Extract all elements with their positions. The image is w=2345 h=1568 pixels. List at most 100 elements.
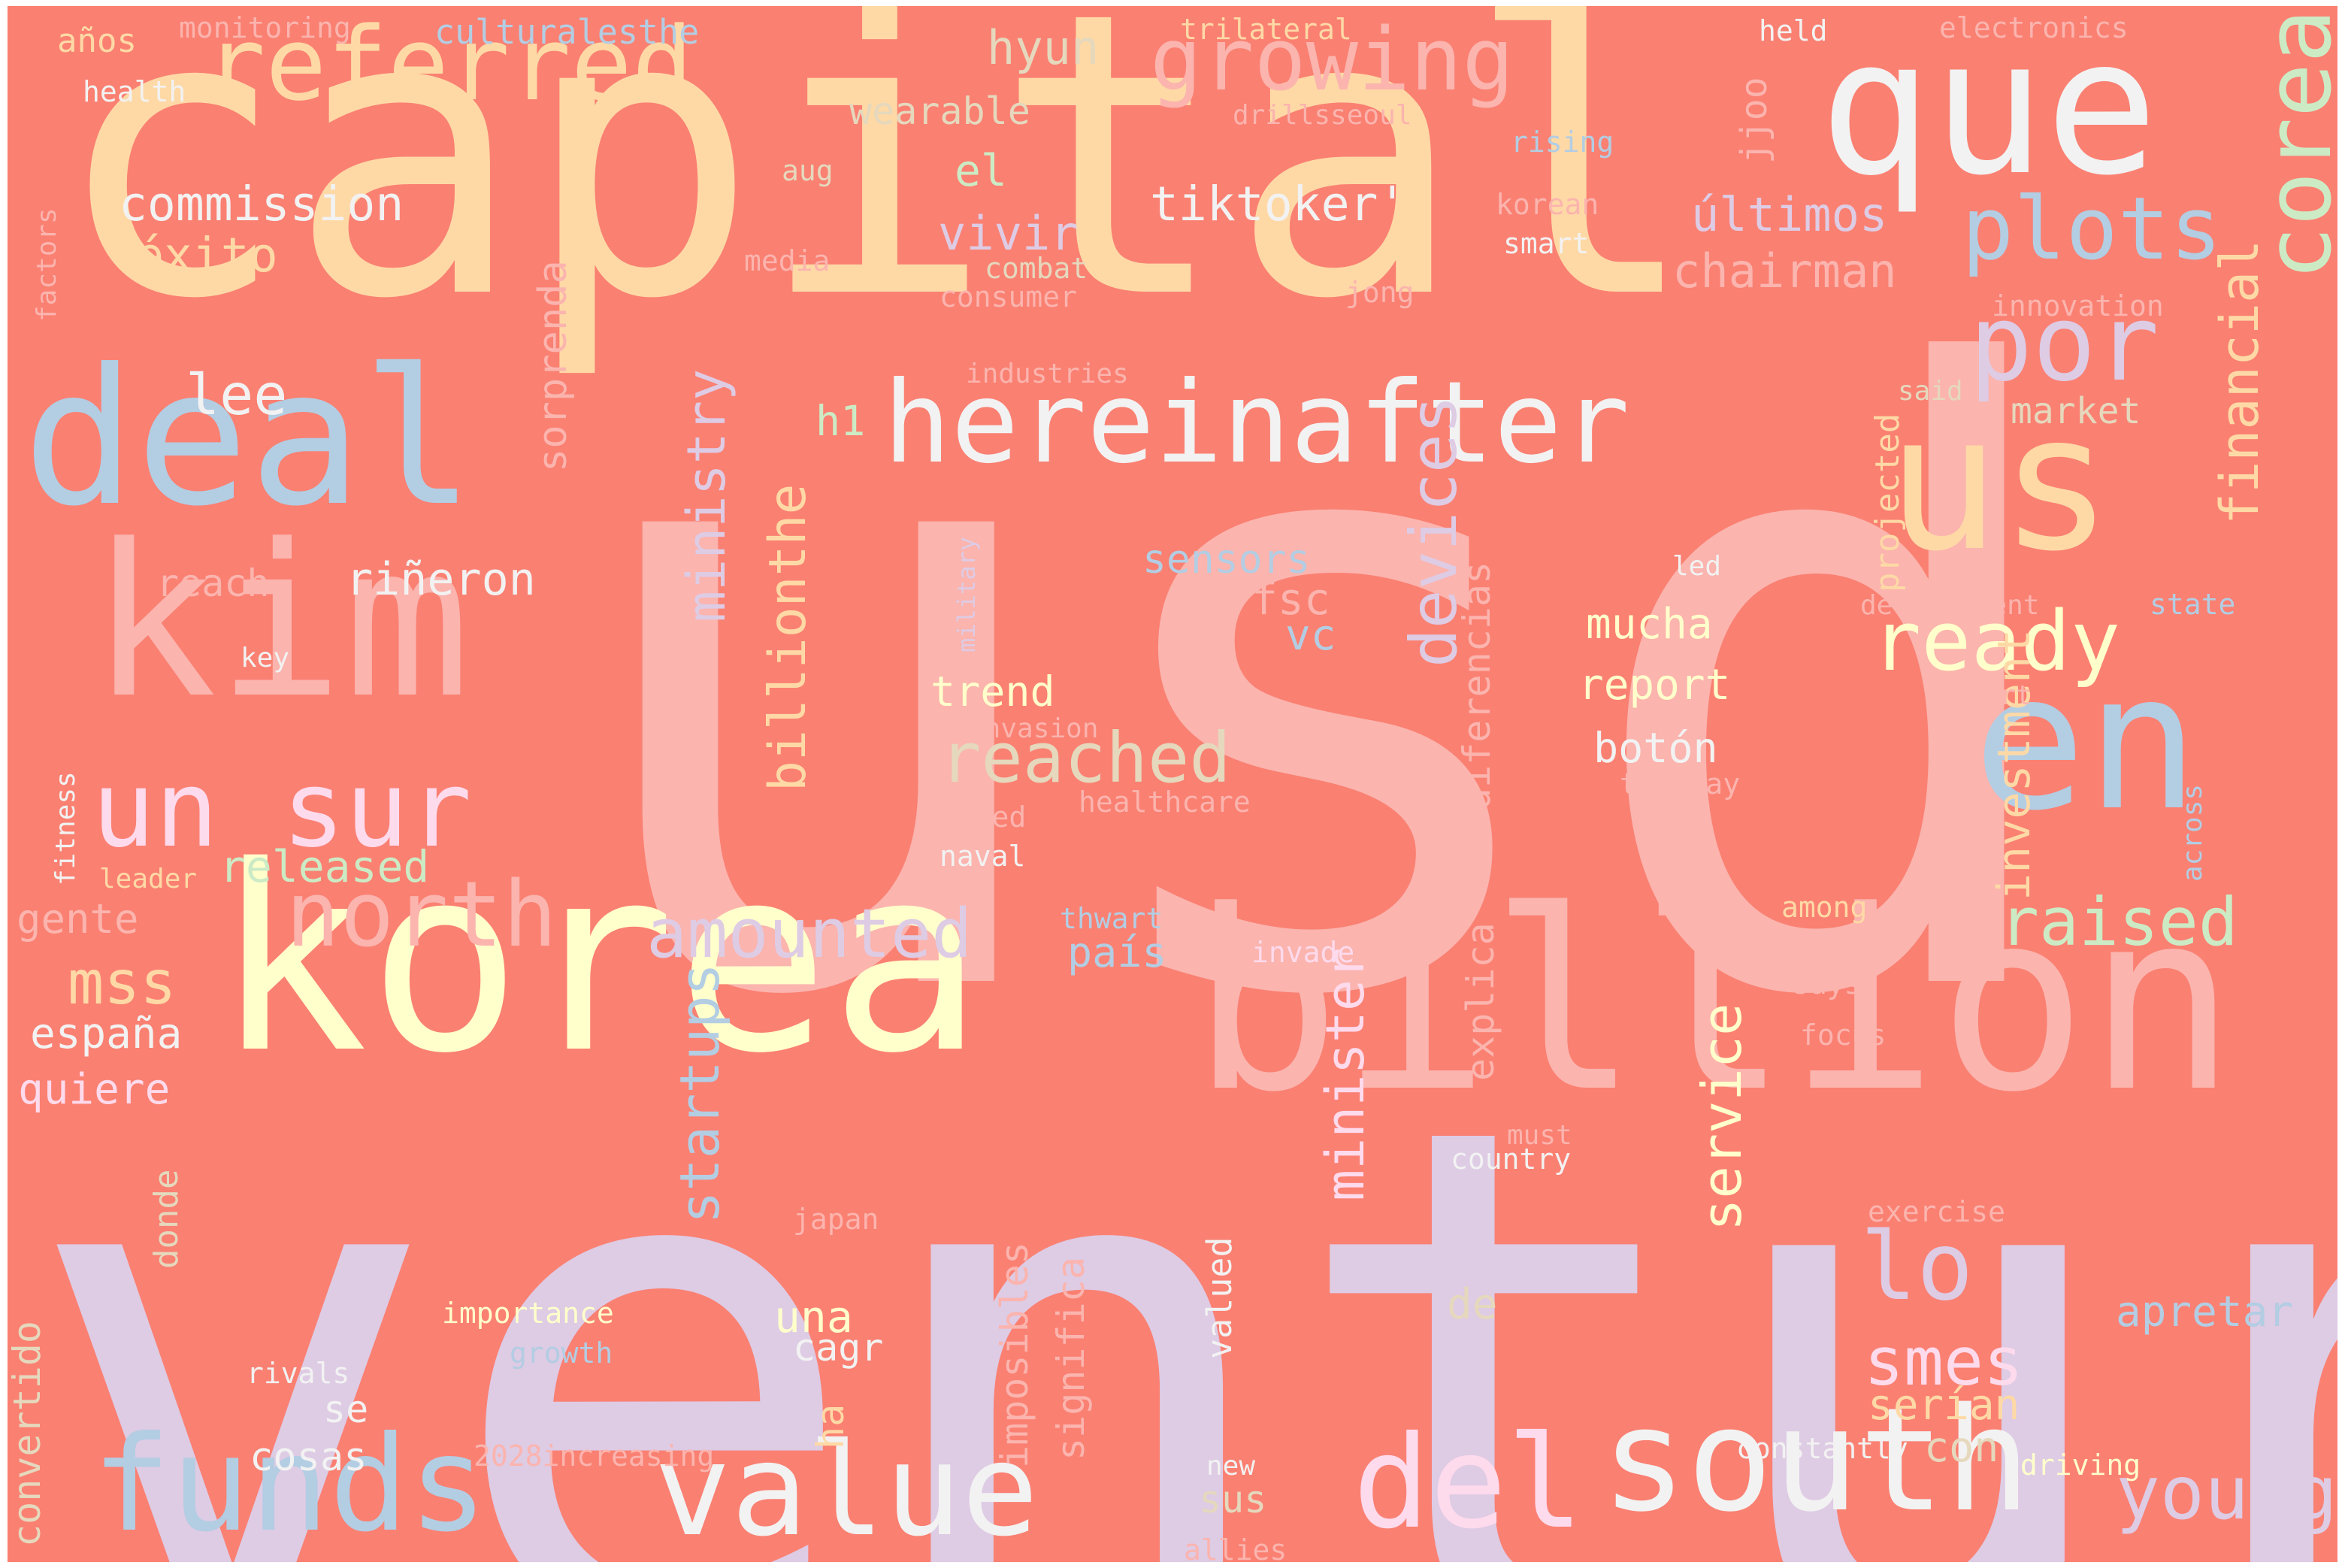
word-released: released — [219, 841, 430, 892]
word-ministry: ministry — [676, 368, 737, 622]
word-young: young — [2116, 1451, 2337, 1536]
word-constantly: constantly — [1736, 1432, 1908, 1465]
word-gente: gente — [17, 895, 139, 943]
word-billion: billion — [1191, 858, 2237, 1146]
word-reach: reach — [156, 562, 270, 605]
word-innovation: innovation — [1992, 289, 2164, 322]
word-japan: japan — [793, 1203, 879, 1236]
word-electronics: electronics — [1939, 11, 2129, 44]
word-drillsseoul: drillsseoul — [1233, 100, 1412, 131]
word-con: con — [1924, 1423, 1999, 1471]
word-korea: korea — [214, 812, 984, 1109]
word-naval: naval — [940, 840, 1026, 873]
word-wearable: wearable — [849, 89, 1030, 133]
word-2028increasing: 2028increasing — [474, 1439, 715, 1473]
word-service: service — [1690, 1003, 1753, 1231]
word-exercise: exercise — [1868, 1195, 2006, 1228]
word-growing: growing — [1150, 10, 1514, 110]
word-health: health — [83, 75, 186, 108]
word-fsc: fsc — [1251, 574, 1330, 625]
word-boton: botón — [1593, 724, 1718, 772]
word-minister: minister — [1315, 947, 1376, 1201]
word-driving: driving — [2020, 1448, 2141, 1482]
word-de: de — [1447, 1280, 1498, 1329]
word-cosas: cosas — [250, 1435, 368, 1480]
word-serian: serían — [1868, 1381, 2020, 1430]
word-consumer: consumer — [940, 280, 1078, 313]
word-deal: deal — [23, 328, 476, 547]
word-funds: funds — [92, 1409, 488, 1561]
word-north: north — [286, 863, 558, 967]
word-smes: smes — [1864, 1323, 2023, 1400]
word-country: country — [1451, 1143, 1572, 1176]
word-rivals: rivals — [247, 1357, 350, 1390]
word-lo: lo — [1860, 1212, 1974, 1321]
word-allies: allies — [1184, 1533, 1287, 1562]
word-del: del — [1353, 1409, 1584, 1557]
word-leader: leader — [99, 864, 198, 894]
word-quiere: quiere — [18, 1065, 171, 1114]
word-monitoring: monitoring — [179, 11, 351, 44]
word-invade: invade — [1251, 936, 1355, 969]
word-must: must — [1507, 1120, 1572, 1151]
word-billionthe: billionthe — [758, 483, 818, 792]
word-chairman: chairman — [1672, 244, 1897, 298]
word-rising: rising — [1511, 126, 1614, 159]
word-report: report — [1578, 661, 1731, 710]
word-fitness: fitness — [50, 771, 81, 885]
word-diferencias: diferencias — [1455, 561, 1499, 810]
word-factors: factors — [32, 207, 62, 322]
word-ha: ha — [809, 1403, 852, 1449]
word-culturalesthe: culturalesthe — [434, 12, 700, 52]
word-us: us — [1887, 374, 2114, 592]
word-says: says — [1793, 967, 1862, 1000]
word-lee: lee — [186, 362, 288, 428]
word-ready: ready — [1871, 593, 2121, 689]
word-importance: importance — [442, 1297, 614, 1330]
word-en: en — [1973, 633, 2200, 852]
word-referred: referred — [204, 6, 694, 123]
word-imposibles: imposibles — [993, 1241, 1036, 1468]
word-que: que — [1819, 6, 2159, 216]
word-industries: industries — [966, 359, 1129, 389]
word-start: start — [1950, 680, 2032, 711]
word-growth: growth — [510, 1336, 613, 1370]
word-value: value — [654, 1416, 1039, 1562]
word-combat: combat — [985, 252, 1088, 285]
word-pais: país — [1067, 928, 1167, 976]
word-donde: donde — [147, 1169, 186, 1269]
word-demand: demand — [1800, 931, 1904, 964]
word-h1: h1 — [815, 397, 866, 445]
word-financial: financial — [2209, 239, 2271, 525]
word-south: south — [1601, 1377, 2031, 1543]
word-tiktoker: tiktoker' — [1150, 177, 1407, 232]
word-espana: españa — [30, 1010, 183, 1058]
word-venture: venture — [23, 979, 2337, 1562]
word-anos: años — [57, 22, 137, 60]
word-hyun: hyun — [987, 20, 1100, 75]
word-sus: sus — [1199, 1478, 1267, 1521]
word-exito: éxito — [135, 228, 278, 283]
word-development: development — [1860, 590, 2040, 621]
word-ultimos: últimos — [1691, 187, 1888, 242]
word-projected: projected — [1868, 413, 1907, 592]
word-el: el — [955, 145, 1007, 196]
word-healthcare: healthcare — [1079, 786, 1251, 819]
word-vivir: vivir — [938, 206, 1079, 261]
word-explica: explica — [1459, 922, 1502, 1081]
word-apretar: apretar — [2116, 1288, 2294, 1336]
word-se: se — [323, 1388, 369, 1431]
word-sorprenda: sorprenda — [531, 260, 576, 472]
word-trilateral: trilateral — [1180, 13, 1352, 46]
word-focus: focus — [1800, 1019, 1887, 1052]
word-mss: mss — [68, 948, 177, 1018]
word-called: called — [923, 801, 1027, 834]
word-military: military — [952, 536, 981, 652]
word-amounted: amounted — [646, 894, 973, 973]
word-kim: kim — [90, 500, 471, 745]
word-rineron: riñeron — [346, 553, 536, 606]
word-led: led — [1672, 551, 1722, 582]
word-startups: startups — [668, 963, 731, 1224]
word-capital: capital — [53, 6, 1700, 384]
